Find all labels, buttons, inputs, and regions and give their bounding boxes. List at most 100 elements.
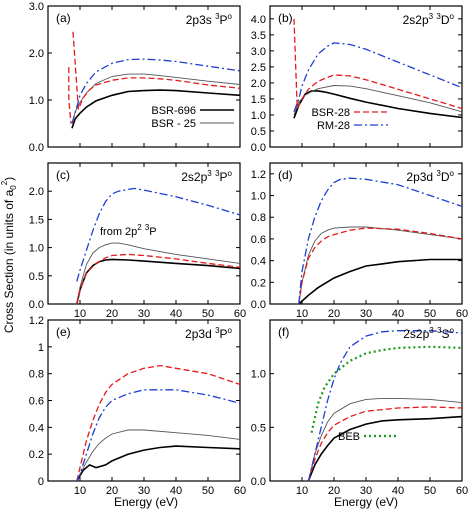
panel-title-main: P: [220, 327, 228, 341]
y-tick-label: 0: [38, 476, 44, 488]
panel-title-sup2: o: [228, 326, 233, 335]
panel-title-main2: D: [441, 13, 450, 27]
annotation-sup1: 2: [137, 223, 142, 232]
panel-title-sup1b: 3: [436, 12, 441, 21]
x-tick-label: 10: [296, 308, 308, 320]
panel-title-sup1: 3: [436, 169, 441, 178]
x-tick-label: 10: [74, 308, 86, 320]
y-tick-label: 0.0: [29, 142, 44, 154]
x-tick-label: 40: [170, 308, 182, 320]
y-axis-title-sub: 0: [9, 185, 18, 190]
x-tick-label: 50: [424, 485, 436, 497]
y-tick-label: 1.0: [251, 191, 266, 203]
legend: BEB: [338, 431, 398, 443]
panel-title: 2p3s 3Po: [186, 12, 233, 27]
annotation-base: from 2p: [100, 226, 137, 238]
legend-label: RM-28: [317, 120, 350, 132]
y-tick-label: 0.5: [251, 126, 266, 138]
panel-label: (c): [56, 168, 70, 182]
panel-label: (f): [278, 325, 289, 339]
annotation: from 2p2 3P: [100, 223, 157, 238]
panel-label: (d): [278, 168, 293, 182]
y-tick-label: 2.0: [29, 48, 44, 60]
x-tick-label: 40: [392, 308, 404, 320]
y-tick-label: 1: [38, 342, 44, 354]
panel-title: 2p3d 3Po: [185, 326, 233, 341]
y-tick-label: 1.0: [251, 369, 266, 381]
panel-title-sup2: o: [450, 326, 455, 335]
panel-title-sup2: o: [228, 12, 233, 21]
x-tick-label: 30: [360, 485, 372, 497]
series-line-bsr-25: [76, 429, 240, 481]
series-line-rm-28: [307, 330, 462, 481]
panel-title: 2s2p3 3Do: [403, 12, 455, 27]
x-tick-label: 60: [234, 485, 246, 497]
panel-title-sup2: o: [450, 12, 455, 21]
series-line-bsr-696: [76, 258, 240, 304]
x-tick-label: 40: [170, 485, 182, 497]
panel-title: 2s2p3 3Po: [181, 169, 232, 184]
panel-title-sup1: 3: [215, 12, 220, 21]
series-line-bsr-28: [298, 227, 462, 304]
series-line-bsr-696: [71, 89, 240, 129]
panel-title-sup1b: 3: [437, 326, 442, 335]
legend-label: BSR - 25: [151, 118, 196, 130]
series-group: [298, 177, 462, 304]
y-tick-label: 3.0: [29, 1, 44, 13]
y-tick-label: 0.8: [251, 212, 266, 224]
annotation-sup2: 3: [145, 223, 150, 232]
y-tick-label: 0.0: [251, 142, 266, 154]
y-tick-label: 4.0: [251, 14, 266, 26]
y-tick-label: 0.2: [29, 449, 44, 461]
x-tick-label: 50: [424, 308, 436, 320]
legend-label: BEB: [338, 431, 360, 443]
y-tick-label: 1.0: [29, 95, 44, 107]
chart-panel-c: 10 20 30 40 50 600.00.51.01.52.0(c) 2s2p3 3Pof…: [29, 162, 246, 320]
panel-title-base: 2p3s: [186, 13, 215, 27]
panel-title: 2p3d 3Do: [406, 169, 454, 184]
x-tick-label: 30: [138, 485, 150, 497]
x-tick-label: 10: [74, 485, 86, 497]
panel-title-sup1: 3: [207, 169, 212, 178]
series-group: [76, 187, 240, 304]
y-axis-title-main: Cross Section (in units of a: [2, 189, 16, 333]
y-tick-label: 2.0: [29, 186, 44, 198]
plot-frame: [47, 319, 241, 482]
y-tick-label: 0.6: [251, 234, 266, 246]
x-tick-label: 50: [202, 485, 214, 497]
panel-title-sup2: o: [228, 169, 233, 178]
y-tick-label: 1.5: [251, 94, 266, 106]
panel-title-main: D: [441, 170, 450, 184]
y-tick-label: 3.0: [251, 46, 266, 58]
series-line-beb: [310, 345, 462, 433]
panel-title-base: 2p3d: [406, 170, 436, 184]
panel-title: 2s2p3 3So: [403, 326, 454, 341]
chart-panel-d: 10 20 30 40 50 60 0.0 0.2 0.4 0.6 0.8 1.0 1.2 (d) 2p3d…: [251, 162, 468, 320]
series-group: [307, 330, 462, 481]
panel-title-main: P: [220, 13, 228, 27]
series-line-bsr-25: [307, 397, 462, 481]
series-line-bsr-28: [307, 406, 462, 481]
series-line-rm-28: [293, 42, 462, 113]
chart-panel-e: 10 20 30 40 50 60 0 0.2 0.4 0.6 0.8 1 1.2 (e) 2p3d 3Po: [29, 315, 246, 497]
series-line-bsr-28: [72, 31, 240, 110]
series-line-bsr-28: [68, 67, 72, 124]
x-tick-label: 60: [456, 308, 468, 320]
series-line-rm-28: [298, 177, 462, 304]
series-line-bsr-696: [76, 445, 240, 481]
panel-label: (e): [56, 325, 71, 339]
series-line-bsr-28: [293, 18, 462, 110]
chart-panel-b: 0.00.51.01.52.02.53.03.54.0 (b) 2s2p3 3DoB…: [251, 5, 463, 154]
y-tick-label: 2.5: [251, 62, 266, 74]
y-tick-label: 0.2: [251, 277, 266, 289]
plot-frame: [47, 5, 241, 148]
panel-title-base: 2s2p: [403, 13, 429, 27]
y-tick-label: 2.0: [251, 78, 266, 90]
panel-title-main2: S: [442, 327, 450, 341]
x-tick-label: 40: [392, 485, 404, 497]
plot-frame: [269, 319, 463, 482]
x-tick-label: 20: [106, 308, 118, 320]
